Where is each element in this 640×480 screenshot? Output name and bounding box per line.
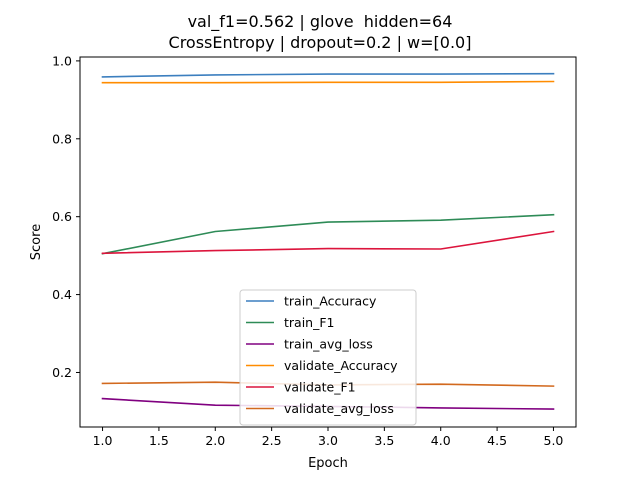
legend-entry-label: train_avg_loss [284, 337, 373, 352]
series-line-validate-f1 [101, 230, 555, 255]
x-tick-label: 2.0 [205, 433, 225, 448]
legend: train_Accuracy train_F1 train_avg_lossvali… [239, 289, 417, 426]
chart-title-line-1: val_f1=0.562 | glove hidden=64 [187, 12, 453, 31]
x-tick-label: 1.0 [93, 433, 113, 448]
y-tick-label: 0.2 [52, 365, 72, 380]
legend-entry-label: train_F1 [284, 315, 335, 330]
series-line-train-accuracy [101, 72, 555, 78]
x-tick-label: 3.5 [374, 433, 394, 448]
chart-title-line-2: CrossEntropy | dropout=0.2 | w=[0.0] [168, 33, 472, 52]
x-axis-label: Epoch [308, 456, 348, 471]
legend-entry-label: validate_F1 [284, 380, 356, 395]
x-tick-label: 3.0 [318, 433, 338, 448]
y-tick-label: 0.4 [52, 287, 72, 302]
x-tick-label: 5.0 [544, 433, 564, 448]
series-line-validate-accuracy [101, 80, 555, 84]
x-tick-label: 4.5 [487, 433, 507, 448]
y-axis-ticks: 0.2 0.4 0.6 0.8 1.0 [52, 53, 80, 380]
x-tick-label: 1.5 [149, 433, 169, 448]
y-axis-label: Score [29, 224, 44, 260]
y-tick-label: 0.8 [52, 131, 72, 146]
x-tick-label: 4.0 [431, 433, 451, 448]
legend-entry-label: train_Accuracy [284, 294, 377, 309]
series-line-train-f1 [101, 213, 555, 255]
legend-entry-label: validate_Accuracy [284, 358, 398, 373]
legend-box [239, 289, 417, 426]
y-tick-label: 0.6 [52, 209, 72, 224]
x-axis-ticks: 1.0 1.5 2.0 2.5 3.0 3.5 4.0 4.5 5.0 [93, 427, 564, 448]
legend-entry-label: validate_avg_loss [284, 401, 394, 416]
x-tick-label: 2.5 [262, 433, 282, 448]
y-tick-label: 1.0 [52, 53, 72, 68]
